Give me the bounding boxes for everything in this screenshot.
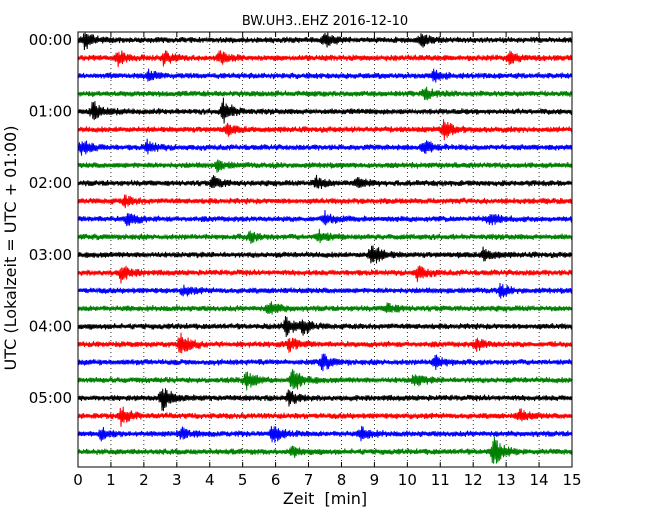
x-tick-label: 3	[172, 471, 182, 489]
x-tick-label: 12	[464, 471, 483, 489]
trace-0315	[77, 265, 573, 284]
trace-0045	[77, 86, 573, 101]
x-tick-label: 11	[431, 471, 450, 489]
x-tick-label: 4	[205, 471, 215, 489]
x-tick-label: 2	[139, 471, 149, 489]
trace-0130	[77, 138, 573, 156]
y-tick-label: 00:00	[29, 31, 72, 49]
trace-0300	[77, 245, 573, 264]
y-tick-label: 01:00	[29, 103, 72, 121]
trace-0400	[77, 316, 573, 338]
x-tick-label: 15	[562, 471, 581, 489]
x-gridlines	[110, 32, 540, 467]
x-axis-label: Zeit [min]	[283, 489, 367, 508]
trace-0230	[77, 209, 573, 227]
x-tick-label: 0	[73, 471, 83, 489]
x-tick-label: 9	[370, 471, 380, 489]
y-tick-label: 03:00	[29, 246, 72, 264]
x-tick-label: 6	[271, 471, 281, 489]
trace-0545	[77, 436, 573, 464]
trace-0200	[77, 174, 573, 190]
x-tick-label: 13	[497, 471, 516, 489]
trace-0415	[77, 332, 573, 354]
trace-0330	[77, 282, 573, 299]
y-tick-label: 04:00	[29, 317, 72, 335]
trace-0030	[77, 68, 573, 83]
trace-0430	[77, 353, 573, 372]
x-tick-label: 7	[304, 471, 314, 489]
x-tick-label: 5	[238, 471, 248, 489]
trace-0215	[77, 194, 573, 209]
trace-0100	[77, 97, 573, 124]
trace-0145	[77, 159, 573, 173]
x-axis-ticks: 0 1 2 3 4 5 6 7 8 9 10 11 12 13 14 15	[73, 32, 582, 489]
trace-0015	[77, 50, 573, 68]
x-tick-label: 8	[337, 471, 347, 489]
trace-0445	[77, 369, 573, 391]
trace-0515	[77, 406, 573, 427]
trace-0245	[77, 228, 573, 244]
y-tick-label: 02:00	[29, 174, 72, 192]
trace-0530	[77, 425, 573, 443]
y-tick-label: 05:00	[29, 389, 72, 407]
plot-frame	[77, 31, 573, 468]
trace-0115	[77, 119, 573, 141]
x-tick-label: 14	[530, 471, 549, 489]
seismic-traces	[77, 32, 573, 464]
chart-title: BW.UH3..EHZ 2016-12-10	[242, 14, 408, 29]
y-axis-ticks: 00:00 01:00 02:00 03:00 04:00 05:00	[29, 31, 83, 407]
y-axis-label: UTC (Lokalzeit = UTC + 01:00)	[1, 126, 20, 371]
trace-0500	[77, 388, 573, 412]
x-tick-label: 1	[106, 471, 116, 489]
trace-0345	[77, 301, 573, 315]
x-tick-label: 10	[398, 471, 417, 489]
trace-0000	[77, 32, 573, 51]
